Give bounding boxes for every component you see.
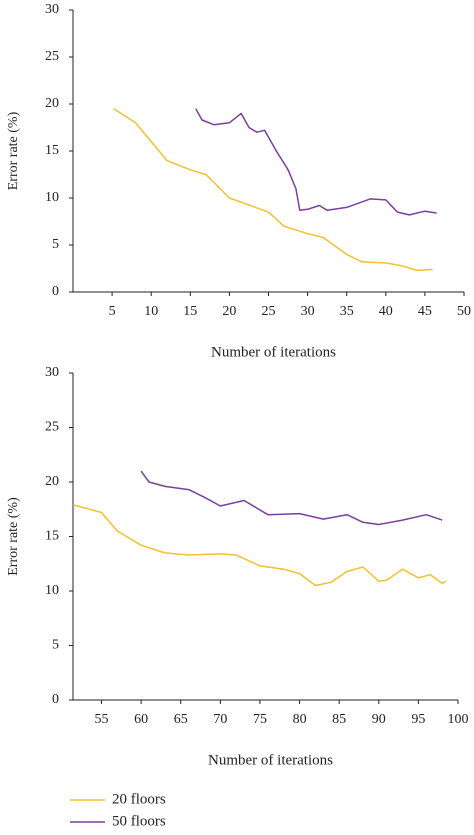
y-tick-label: 5 xyxy=(52,638,59,653)
x-tick-label: 5 xyxy=(109,304,116,319)
x-tick-label: 30 xyxy=(301,304,315,319)
y-tick-label: 25 xyxy=(45,49,59,64)
x-tick-label: 15 xyxy=(183,304,197,319)
x-tick-label: 25 xyxy=(262,304,276,319)
x-tick-label: 60 xyxy=(134,712,148,727)
y-tick-label: 30 xyxy=(45,2,59,17)
y-tick-label: 25 xyxy=(45,420,59,435)
x-axis-label: Number of iterations xyxy=(208,752,333,768)
x-tick-label: 20 xyxy=(222,304,236,319)
series-line xyxy=(72,504,447,587)
y-axis-label: Error rate (%) xyxy=(6,497,21,576)
x-tick-label: 90 xyxy=(372,712,386,727)
y-axis-label: Error rate (%) xyxy=(6,111,21,190)
y-tick-label: 0 xyxy=(52,692,59,707)
y-tick-label: 10 xyxy=(45,583,59,598)
x-tick-label: 100 xyxy=(448,712,469,727)
x-tick-label: 70 xyxy=(213,712,227,727)
y-tick-label: 15 xyxy=(45,529,59,544)
x-tick-label: 10 xyxy=(144,304,158,319)
x-tick-label: 50 xyxy=(457,304,471,319)
x-tick-label: 40 xyxy=(379,304,393,319)
x-tick-label: 95 xyxy=(411,712,425,727)
y-tick-label: 10 xyxy=(45,190,59,205)
y-tick-label: 30 xyxy=(45,365,59,380)
x-axis-label: Number of iterations xyxy=(211,344,336,360)
x-tick-label: 45 xyxy=(418,304,432,319)
legend-label: 50 floors xyxy=(112,813,166,829)
y-tick-label: 20 xyxy=(45,474,59,489)
legend-label: 20 floors xyxy=(112,791,166,807)
x-tick-label: 85 xyxy=(332,712,346,727)
series-line xyxy=(113,108,433,272)
x-tick-label: 75 xyxy=(253,712,267,727)
x-tick-label: 55 xyxy=(95,712,109,727)
y-tick-label: 20 xyxy=(45,96,59,111)
y-tick-label: 15 xyxy=(45,143,59,158)
y-tick-label: 0 xyxy=(52,284,59,299)
y-tick-label: 5 xyxy=(52,237,59,252)
x-tick-label: 80 xyxy=(293,712,307,727)
series-line xyxy=(140,470,443,526)
x-tick-label: 65 xyxy=(174,712,188,727)
x-tick-label: 35 xyxy=(340,304,354,319)
series-line xyxy=(195,108,437,216)
